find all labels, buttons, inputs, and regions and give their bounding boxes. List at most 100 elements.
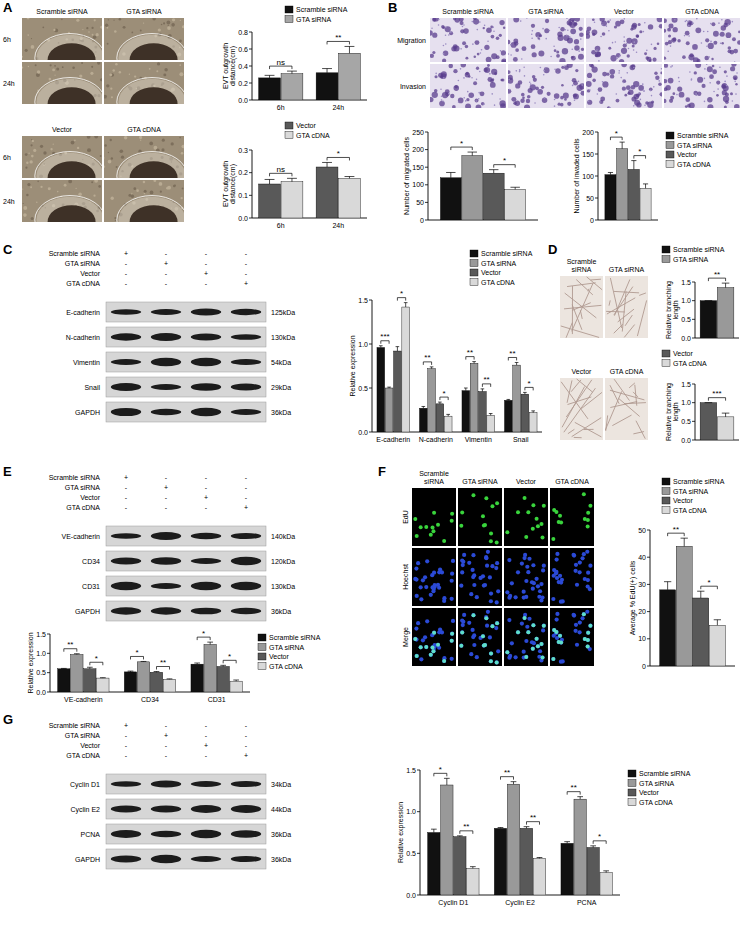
lane-sign: - bbox=[205, 752, 208, 759]
image-column-label: Vector bbox=[614, 8, 635, 15]
membrane-pore bbox=[600, 36, 602, 38]
image-row-label: Invasion bbox=[400, 83, 426, 90]
nucleus bbox=[459, 644, 463, 648]
y-tick-label: 30 bbox=[638, 581, 646, 588]
blot-band bbox=[111, 582, 141, 590]
tube-branch bbox=[571, 380, 581, 392]
image-speck bbox=[96, 33, 99, 36]
tube-branch bbox=[581, 392, 602, 408]
explant-body bbox=[130, 87, 178, 121]
y-axis-title: EVT outgrowthdistance(cm) bbox=[222, 161, 238, 207]
panel-letter: G bbox=[3, 712, 13, 727]
stained-cell bbox=[695, 27, 701, 33]
band-label: Cyclin D1 bbox=[70, 781, 100, 789]
y-tick-label: 0.0 bbox=[681, 335, 691, 342]
micrograph bbox=[458, 488, 502, 546]
membrane-pore bbox=[687, 21, 689, 23]
stained-cell bbox=[664, 63, 668, 67]
stained-cell bbox=[726, 32, 732, 38]
micrograph bbox=[550, 548, 594, 606]
membrane-pore bbox=[691, 78, 693, 80]
image-ground bbox=[664, 64, 740, 108]
membrane-pore bbox=[443, 45, 445, 47]
stained-cell bbox=[711, 22, 715, 26]
bars bbox=[377, 303, 537, 432]
edu-nucleus bbox=[535, 517, 539, 521]
nucleus bbox=[495, 600, 499, 604]
tube-branch bbox=[610, 390, 645, 400]
stained-cell bbox=[572, 78, 577, 83]
edu-nucleus bbox=[531, 647, 535, 651]
nucleus bbox=[532, 581, 536, 585]
image-column-label: GTA siRNA bbox=[528, 8, 564, 15]
error-bar bbox=[287, 178, 297, 181]
edu-nucleus bbox=[471, 493, 475, 497]
bar bbox=[505, 189, 526, 220]
stained-cell bbox=[689, 21, 693, 25]
nucleus bbox=[496, 649, 500, 653]
blot-band bbox=[151, 805, 181, 812]
membrane-pore bbox=[609, 19, 611, 21]
nucleus bbox=[495, 621, 499, 625]
image-speck bbox=[144, 190, 147, 193]
nucleus bbox=[488, 575, 492, 579]
nucleus bbox=[537, 595, 541, 599]
nucleus bbox=[539, 598, 543, 602]
y-tick-label: 100 bbox=[412, 181, 424, 188]
membrane-pore bbox=[445, 26, 447, 28]
membrane-pore bbox=[628, 48, 630, 50]
membrane-pore bbox=[443, 53, 445, 55]
nucleus bbox=[451, 559, 455, 563]
image-speck bbox=[94, 135, 98, 139]
band-label: GAPDH bbox=[75, 409, 100, 416]
membrane-pore bbox=[494, 104, 496, 106]
membrane-pore bbox=[709, 82, 711, 84]
image-speck bbox=[108, 160, 112, 164]
stained-cell bbox=[453, 17, 456, 20]
membrane-pore bbox=[441, 99, 443, 101]
membrane-pore bbox=[524, 75, 526, 77]
stained-cell bbox=[712, 65, 715, 68]
y-tick-label: 0.5 bbox=[406, 850, 416, 857]
edu-nucleus bbox=[535, 637, 539, 641]
membrane-pore bbox=[640, 99, 642, 101]
x-tick-label: Cyclin D1 bbox=[438, 899, 468, 907]
stained-cell bbox=[572, 19, 575, 22]
stained-cell bbox=[685, 105, 688, 108]
membrane-pore bbox=[727, 24, 729, 26]
significance-label: ** bbox=[335, 33, 341, 42]
stained-cell bbox=[545, 19, 549, 23]
edu-nucleus bbox=[542, 624, 546, 628]
stained-cell bbox=[722, 90, 727, 95]
edu-nucleus bbox=[442, 659, 446, 663]
stained-cell bbox=[664, 87, 668, 91]
text-line: Scramble bbox=[567, 258, 597, 265]
membrane-pore bbox=[462, 26, 464, 28]
bar-chart: 0.00.51.01.5Relative expressionE-cadheri… bbox=[349, 250, 542, 443]
nucleus bbox=[525, 565, 529, 569]
nucleus bbox=[425, 559, 429, 563]
nucleus bbox=[470, 568, 474, 572]
stained-cell bbox=[575, 69, 578, 72]
membrane-pore bbox=[606, 25, 608, 27]
image-ground bbox=[560, 378, 603, 440]
nucleus bbox=[450, 597, 454, 601]
image-speck bbox=[133, 187, 136, 190]
image-speck bbox=[76, 19, 79, 22]
micrograph bbox=[550, 608, 594, 666]
membrane-pore bbox=[688, 35, 690, 37]
stained-cell bbox=[657, 42, 660, 45]
stained-cell bbox=[639, 30, 642, 33]
stained-cell bbox=[730, 92, 733, 95]
text-line: length bbox=[672, 300, 680, 319]
membrane-pore bbox=[564, 66, 566, 68]
edu-nucleus bbox=[524, 535, 528, 539]
nucleus bbox=[424, 645, 428, 649]
image-speck bbox=[182, 25, 185, 28]
image-speck bbox=[107, 27, 109, 29]
image-speck bbox=[166, 21, 170, 25]
stained-cell bbox=[515, 83, 520, 88]
y-tick-label: 0.8 bbox=[238, 29, 248, 36]
stained-cell bbox=[483, 27, 485, 29]
membrane-pore bbox=[491, 93, 493, 95]
